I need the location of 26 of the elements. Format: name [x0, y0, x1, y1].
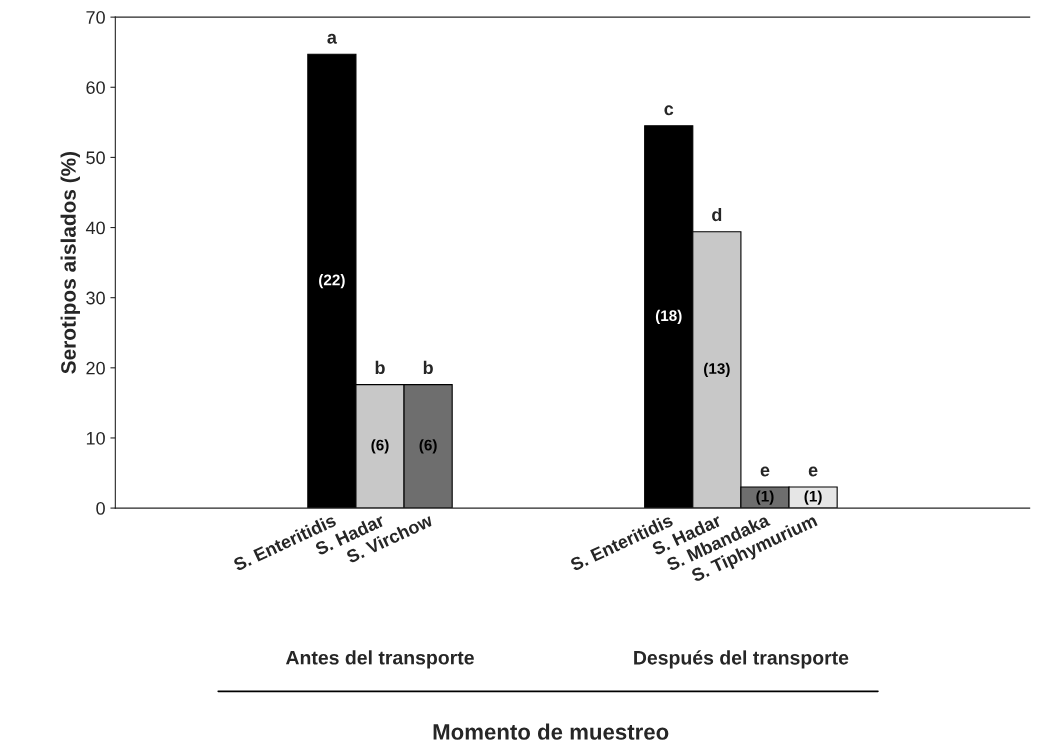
- text: Después del transporte: [634, 650, 849, 669]
- y-axis-title: Serotipos aislados (%): [60, 151, 80, 374]
- data-label: e: [760, 466, 770, 477]
- annotation: (6): [419, 439, 437, 454]
- y-tick-label: 50: [86, 151, 105, 165]
- annotation: (1): [804, 490, 822, 505]
- y-tick-label: 10: [86, 431, 105, 445]
- annotation: (22): [319, 274, 345, 289]
- text: Antes del transporte: [285, 650, 474, 669]
- annotation: (6): [371, 439, 389, 454]
- y-tick-label: 0: [96, 502, 105, 515]
- y-tick-label: 60: [86, 81, 105, 94]
- y-tick-label: 20: [86, 361, 105, 375]
- data-label: d: [712, 207, 722, 222]
- data-label: e: [808, 466, 818, 477]
- annotation: (18): [655, 309, 682, 325]
- data-label: a: [327, 33, 338, 44]
- data-label: c: [664, 105, 674, 116]
- data-label: b: [423, 360, 433, 375]
- annotation: (1): [756, 490, 774, 505]
- data-label: b: [375, 360, 385, 375]
- y-tick-label: 30: [86, 291, 105, 305]
- y-tick-label: 40: [85, 221, 105, 235]
- annotation: (13): [704, 362, 730, 378]
- y-tick-label: 70: [86, 11, 105, 24]
- text: Momento de muestreo: [433, 723, 669, 740]
